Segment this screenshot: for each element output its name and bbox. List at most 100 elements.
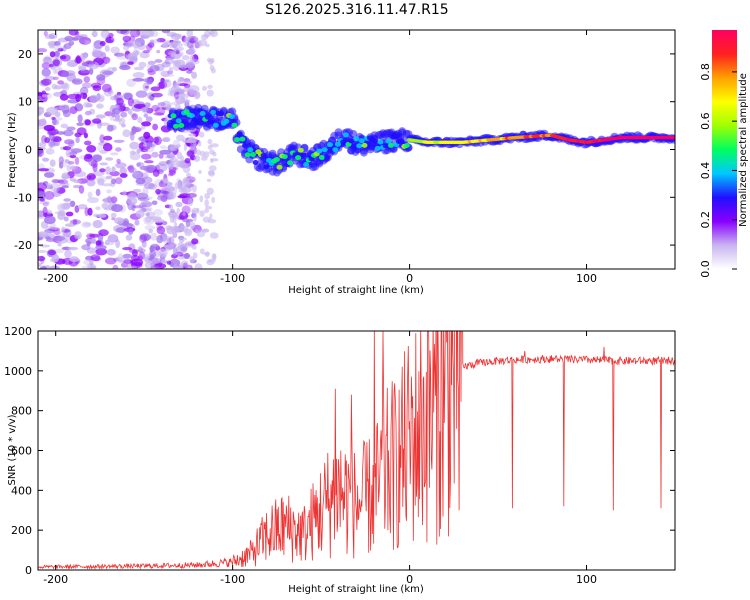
noise-cell <box>114 52 125 57</box>
noise-cell <box>145 216 152 223</box>
noise-cell <box>145 116 153 122</box>
noise-cell <box>54 50 61 57</box>
noise-cell <box>111 166 116 173</box>
noise-cell <box>118 117 126 126</box>
noise-cell <box>89 233 100 238</box>
noise-cell <box>161 259 168 264</box>
ridge-cell <box>287 160 294 166</box>
noise-cell <box>200 150 206 157</box>
noise-cell <box>81 82 92 89</box>
x-tick-label: 0 <box>406 573 413 586</box>
ridge-cell <box>210 109 217 115</box>
noise-cell <box>69 219 82 225</box>
noise-cell <box>191 71 198 79</box>
noise-cell <box>172 232 178 238</box>
noise-cell <box>87 191 93 199</box>
noise-cell <box>133 205 144 209</box>
noise-cell <box>104 239 110 246</box>
noise-cell <box>61 83 69 89</box>
noise-cell <box>102 197 115 204</box>
noise-cell <box>145 212 150 217</box>
noise-cell <box>182 218 194 223</box>
noise-cell <box>41 62 51 70</box>
ridge-cell <box>327 142 333 148</box>
noise-cell <box>65 211 74 217</box>
noise-cell <box>205 251 210 258</box>
noise-cell <box>156 235 164 244</box>
noise-cell <box>122 247 133 251</box>
noise-cell <box>93 213 100 218</box>
noise-cell <box>149 250 157 258</box>
ridge-cell <box>212 122 219 128</box>
noise-cell <box>116 30 128 34</box>
noise-cell <box>151 92 163 98</box>
noise-cell <box>122 253 133 259</box>
x-tick-label: 100 <box>576 272 597 285</box>
noise-cell <box>194 149 197 155</box>
noise-cell <box>52 179 65 184</box>
noise-cell <box>170 85 179 94</box>
noise-cell <box>77 204 88 210</box>
noise-cell <box>138 248 146 253</box>
noise-cell <box>38 210 45 217</box>
noise-cell <box>68 30 79 36</box>
noise-cell <box>145 253 150 260</box>
noise-cell <box>186 150 194 157</box>
noise-cell <box>159 149 172 155</box>
noise-cell <box>129 56 138 62</box>
ridge-cell <box>349 130 358 138</box>
noise-cell <box>57 210 66 217</box>
noise-cell <box>141 121 152 127</box>
x-tick-label: 0 <box>406 272 413 285</box>
noise-cell <box>120 111 128 118</box>
noise-cell <box>111 107 122 115</box>
ridge-cell <box>170 113 177 119</box>
noise-cell <box>53 44 63 51</box>
noise-cell <box>144 160 154 164</box>
noise-cell <box>49 265 61 269</box>
noise-cell <box>135 90 148 98</box>
noise-cell <box>66 144 73 151</box>
noise-cell <box>49 63 54 68</box>
noise-cell <box>178 186 187 191</box>
noise-cell <box>76 122 84 126</box>
noise-cell <box>81 40 86 45</box>
noise-cell <box>154 106 166 116</box>
noise-cell <box>149 65 160 72</box>
noise-cell <box>191 238 199 245</box>
noise-cell <box>183 143 187 152</box>
colorbar-ticks: 0.0 0.2 0.4 0.6 0.8 <box>699 63 737 278</box>
noise-cell <box>144 85 149 89</box>
noise-cell <box>187 137 196 144</box>
noise-cell <box>151 104 160 112</box>
noise-cell <box>81 221 91 229</box>
noise-cell <box>40 265 47 269</box>
noise-cell <box>38 182 47 191</box>
noise-cell <box>49 159 56 167</box>
noise-cell <box>38 262 42 268</box>
noise-cell <box>162 136 171 143</box>
noise-cell <box>90 160 98 168</box>
noise-cell <box>134 219 140 226</box>
ridge-cell <box>178 123 185 128</box>
ridge-cell <box>300 152 307 158</box>
noise-cell <box>92 44 104 49</box>
noise-cell <box>41 68 51 77</box>
noise-cell <box>207 138 213 145</box>
noise-cell <box>44 215 56 225</box>
noise-cell <box>86 61 96 65</box>
ridge-cell <box>295 155 302 161</box>
noise-cell <box>176 160 185 168</box>
noise-cell <box>105 257 117 265</box>
noise-cell <box>102 143 113 152</box>
noise-cell <box>86 179 96 187</box>
noise-cell <box>77 114 83 123</box>
noise-cell <box>89 67 94 75</box>
ridge-cell <box>358 138 365 144</box>
noise-cell <box>129 141 140 150</box>
noise-cell <box>194 37 199 41</box>
noise-cell <box>38 168 50 172</box>
ridge-cell <box>398 138 405 144</box>
noise-cell <box>131 258 144 267</box>
noise-cell <box>148 228 153 234</box>
